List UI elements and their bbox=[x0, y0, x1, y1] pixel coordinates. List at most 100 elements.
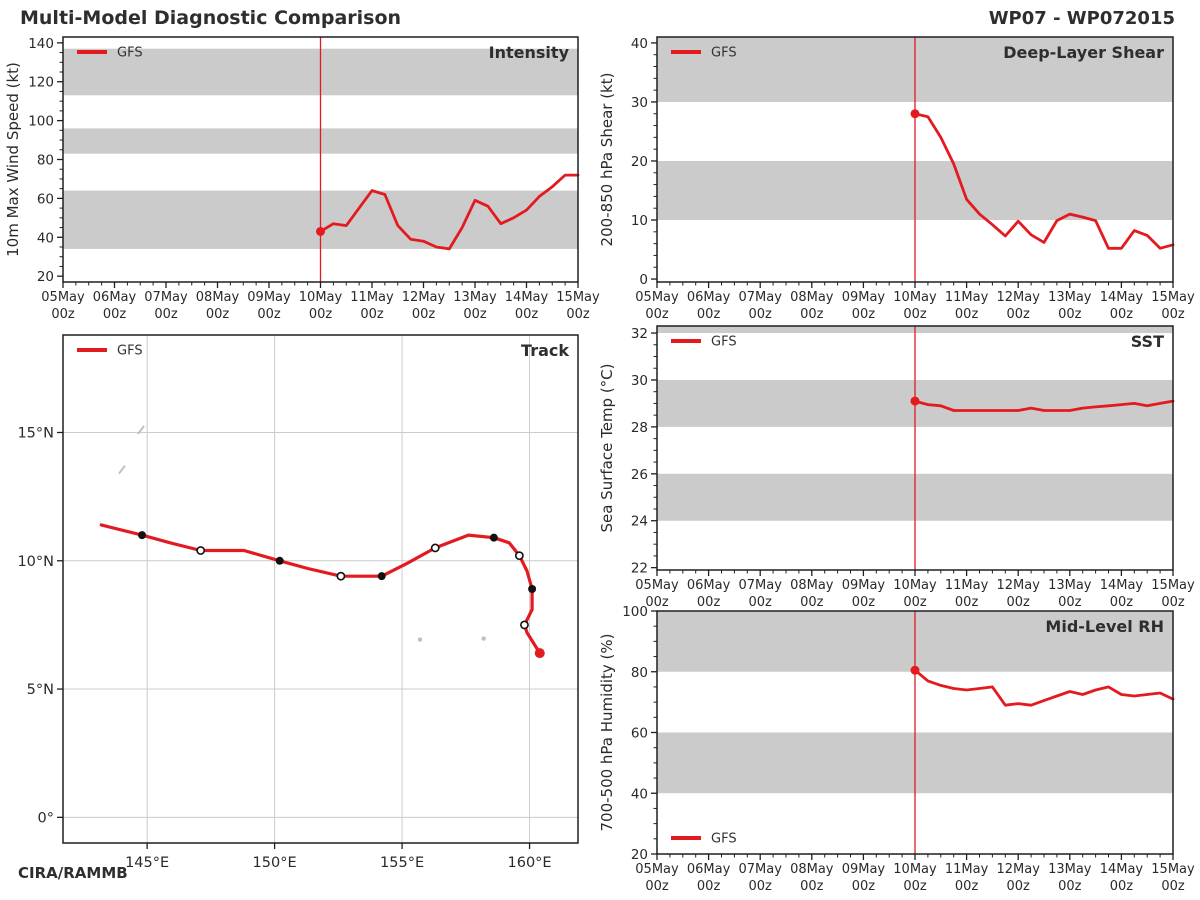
x-tick-label-day: 07May bbox=[738, 578, 782, 593]
island-mark bbox=[417, 637, 423, 642]
storm-id-title: WP07 - WP072015 bbox=[988, 8, 1175, 29]
y-tick-label: 20 bbox=[37, 269, 54, 285]
x-tick-label-day: 08May bbox=[790, 290, 834, 305]
x-tick-label-hour: 00z bbox=[515, 307, 539, 322]
x-tick-label-day: 13May bbox=[1048, 290, 1092, 305]
lon-tick-label: 160°E bbox=[508, 855, 552, 871]
panel-frame bbox=[656, 36, 1174, 283]
x-tick-label-hour: 00z bbox=[749, 307, 773, 322]
y-tick-label: 80 bbox=[37, 153, 54, 169]
lat-tick-label: 15°N bbox=[17, 425, 54, 441]
x-tick-label-hour: 00z bbox=[852, 307, 876, 322]
panel-frame bbox=[62, 36, 579, 283]
track-12z-marker bbox=[336, 571, 346, 581]
legend-label: GFS bbox=[711, 832, 737, 847]
x-tick-label-hour: 00z bbox=[955, 307, 979, 322]
x-tick-label-day: 05May bbox=[41, 290, 85, 305]
x-tick-label-day: 12May bbox=[996, 578, 1040, 593]
x-tick-label-hour: 00z bbox=[903, 595, 927, 610]
x-tick-label-hour: 00z bbox=[566, 307, 590, 322]
track-12z-marker bbox=[514, 551, 524, 561]
y-tick-label: 32 bbox=[631, 326, 648, 342]
track-12z-marker bbox=[430, 543, 440, 553]
x-tick-label-hour: 00z bbox=[1161, 307, 1185, 322]
island-mark bbox=[137, 425, 145, 435]
x-tick-label-hour: 00z bbox=[645, 307, 669, 322]
y-tick-label: 80 bbox=[631, 665, 648, 681]
gfs-series-line bbox=[319, 173, 580, 251]
panel-title: Deep-Layer Shear bbox=[1003, 43, 1164, 62]
x-tick-label-day: 14May bbox=[505, 290, 549, 305]
x-tick-label-hour: 00z bbox=[412, 307, 436, 322]
x-tick-label-day: 07May bbox=[738, 862, 782, 877]
legend-label: GFS bbox=[117, 46, 143, 61]
x-tick-label-day: 10May bbox=[893, 578, 937, 593]
panel-frame bbox=[656, 610, 1174, 855]
y-tick-label: 40 bbox=[631, 786, 648, 802]
x-tick-label-day: 13May bbox=[1048, 862, 1092, 877]
panel-track: 145°E 150°E 155°E 160°E 0° 5°N 10°N 15°N GFS Trac… bbox=[17, 334, 579, 871]
y-tick-label: 24 bbox=[631, 514, 648, 530]
lon-tick-label: 155°E bbox=[380, 855, 424, 871]
track-00z-marker bbox=[275, 556, 284, 565]
legend-label: GFS bbox=[117, 344, 143, 359]
forecast-start-marker bbox=[316, 226, 325, 236]
gfs-series-line bbox=[913, 112, 1175, 250]
x-tick-label-hour: 00z bbox=[800, 879, 824, 894]
lon-tick-label: 145°E bbox=[125, 855, 169, 871]
x-tick-label-day: 08May bbox=[790, 578, 834, 593]
x-tick-label-hour: 00z bbox=[903, 879, 927, 894]
x-tick-label-hour: 00z bbox=[1007, 595, 1031, 610]
x-tick-label-hour: 00z bbox=[852, 879, 876, 894]
x-tick-label-hour: 00z bbox=[800, 307, 824, 322]
x-tick-label-day: 14May bbox=[1100, 578, 1144, 593]
x-tick-label-day: 12May bbox=[996, 862, 1040, 877]
x-tick-label-day: 12May bbox=[996, 290, 1040, 305]
x-tick-label-hour: 00z bbox=[1058, 595, 1082, 610]
x-tick-label-hour: 00z bbox=[463, 307, 487, 322]
x-tick-label-day: 05May bbox=[635, 862, 679, 877]
y-tick-label: 0 bbox=[639, 272, 648, 288]
x-tick-label-hour: 00z bbox=[749, 879, 773, 894]
x-tick-label-hour: 00z bbox=[697, 595, 721, 610]
x-tick-label-day: 08May bbox=[790, 862, 834, 877]
y-tick-label: 26 bbox=[631, 467, 648, 483]
x-tick-label-day: 09May bbox=[842, 578, 886, 593]
track-00z-marker bbox=[377, 572, 386, 581]
x-tick-label-hour: 00z bbox=[1110, 307, 1134, 322]
x-tick-label-day: 11May bbox=[945, 578, 989, 593]
y-tick-label: 100 bbox=[622, 604, 648, 620]
legend-label: GFS bbox=[711, 335, 737, 350]
credit-label: CIRA/RAMMB bbox=[18, 864, 128, 882]
x-tick-label-day: 09May bbox=[842, 862, 886, 877]
x-tick-label-day: 13May bbox=[1048, 578, 1092, 593]
x-tick-label-hour: 00z bbox=[1007, 879, 1031, 894]
x-tick-label-day: 10May bbox=[299, 290, 343, 305]
lat-tick-label: 5°N bbox=[27, 682, 54, 698]
track-12z-marker bbox=[196, 546, 206, 555]
x-tick-label-day: 06May bbox=[687, 290, 731, 305]
x-tick-label-day: 10May bbox=[893, 862, 937, 877]
x-tick-label-day: 06May bbox=[93, 290, 137, 305]
x-tick-label-hour: 00z bbox=[1161, 595, 1185, 610]
x-tick-label-day: 10May bbox=[893, 290, 937, 305]
x-tick-label-day: 15May bbox=[1151, 862, 1195, 877]
x-tick-label-hour: 00z bbox=[360, 307, 384, 322]
y-tick-label: 20 bbox=[631, 154, 648, 170]
x-tick-label-day: 06May bbox=[687, 578, 731, 593]
x-tick-label-hour: 00z bbox=[51, 307, 75, 322]
x-tick-label-hour: 00z bbox=[955, 879, 979, 894]
x-tick-label-hour: 00z bbox=[154, 307, 178, 322]
x-tick-label-hour: 00z bbox=[955, 595, 979, 610]
panel-intensity: 20 40 60 80 100 120 140 05May 00z 06May 00z 07May 00… bbox=[4, 36, 600, 322]
panel-title: Intensity bbox=[489, 43, 570, 62]
x-tick-label-day: 15May bbox=[1151, 290, 1195, 305]
x-tick-label-day: 14May bbox=[1100, 862, 1144, 877]
y-tick-label: 30 bbox=[631, 95, 648, 111]
lon-tick-label: 150°E bbox=[253, 855, 297, 871]
track-00z-marker bbox=[138, 531, 147, 540]
x-tick-label-hour: 00z bbox=[1058, 879, 1082, 894]
x-tick-label-hour: 00z bbox=[1007, 307, 1031, 322]
